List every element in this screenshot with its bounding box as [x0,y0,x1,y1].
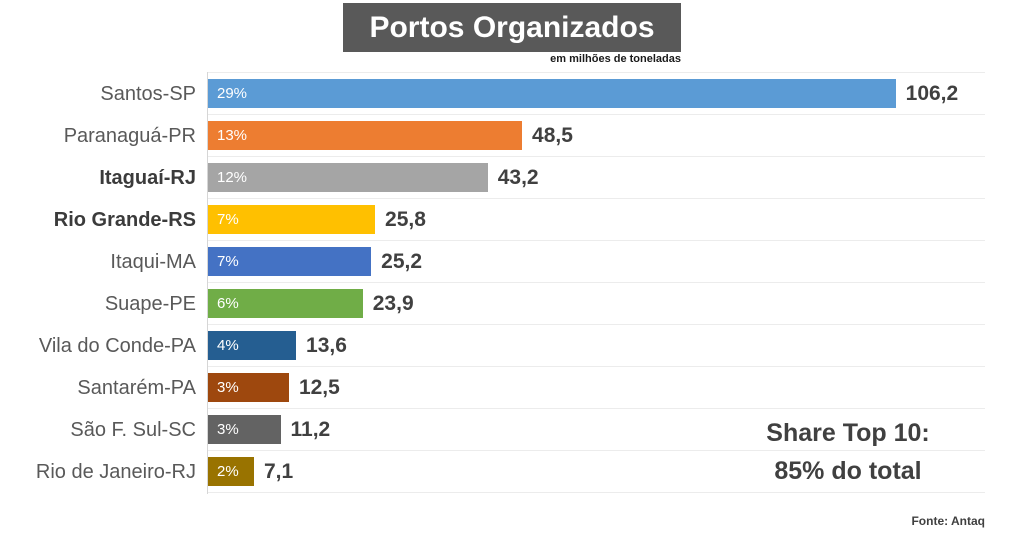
bar: 7% [208,205,376,234]
gridline [208,198,985,199]
gridline [208,366,985,367]
share-annotation: Share Top 10: 85% do total [713,414,983,490]
bar: 12% [208,163,488,192]
category-label: Rio de Janeiro-RJ [35,461,196,483]
gridline [208,492,985,493]
bar: 29% [208,79,896,108]
share-annotation-line2: 85% do total [774,457,922,485]
category-label: Paranaguá-PR [63,125,196,147]
bar-value-label: 7,1 [263,460,294,483]
gridline [208,324,985,325]
bar-percent-label: 4% [217,337,239,354]
bar-percent-label: 3% [217,379,239,396]
gridline [208,114,985,115]
bar: 7% [208,247,372,276]
bar-row: 3% 12,5 [208,367,985,409]
bar: 13% [208,121,523,150]
category-label: Vila do Conde-PA [38,335,196,357]
category-label: Rio Grande-RS [53,209,196,231]
y-axis-line [207,72,208,494]
bar-row: 3% 11,2 [208,409,985,451]
bar: 4% [208,331,297,360]
bar-value-label: 106,2 [905,82,959,105]
source-note: Fonte: Antaq [911,514,985,528]
category-label: Santos-SP [100,83,196,105]
category-label: Santarém-PA [77,377,196,399]
gridline [208,156,985,157]
bar-row: 7% 25,2 [208,241,985,283]
category-label: Suape-PE [104,293,196,315]
bar-percent-label: 2% [217,463,239,480]
category-label: Itaguaí-RJ [99,167,196,189]
gridline [208,282,985,283]
bar-value-label: 23,9 [372,292,414,315]
bar-percent-label: 29% [217,85,248,102]
chart-title: Portos Organizados [369,10,655,44]
bar-value-label: 25,8 [385,208,426,231]
gridline [208,450,985,451]
bar-percent-label: 13% [217,127,248,144]
category-label: Itaqui-MA [110,251,196,273]
bar-row: 7% 25,8 [208,199,985,241]
bar-row: 13% 48,5 [208,115,985,157]
bar-row: 29% 106,2 [208,73,985,115]
bar-row: 2% 7,1 [208,451,985,493]
bar-value-label: 11,2 [290,418,331,441]
bar: 6% [208,289,363,318]
bar: 2% [208,457,254,486]
bar-percent-label: 6% [217,295,239,312]
title-box: Portos Organizados [343,3,681,52]
gridline [208,72,985,73]
bar-row: 6% 23,9 [208,283,985,325]
bar-value-label: 25,2 [381,250,423,273]
bar: 3% [208,415,281,444]
bar-percent-label: 12% [217,169,248,186]
gridline [208,240,985,241]
bar-percent-label: 7% [217,253,239,270]
plot-area: 29% 106,2 13% 48,5 12% 43,2 7% 25,8 7% 25,2 6% 23,9… [208,72,985,493]
chart-subtitle: em milhões de toneladas [550,53,681,65]
bar-value-label: 43,2 [497,166,539,189]
bar-value-label: 48,5 [532,124,573,147]
category-label: São F. Sul-SC [70,419,196,441]
share-annotation-line1: Share Top 10: [766,419,930,447]
bar-row: 12% 43,2 [208,157,985,199]
bar-percent-label: 3% [217,421,239,438]
bar-value-label: 12,5 [298,376,340,399]
bar-value-label: 13,6 [306,334,347,357]
bar: 3% [208,373,289,402]
bar-percent-label: 7% [217,211,239,228]
gridline [208,408,985,409]
category-axis: Santos-SP Paranaguá-PR Itaguaí-RJ Rio Grand… [0,73,196,493]
bar-row: 4% 13,6 [208,325,985,367]
